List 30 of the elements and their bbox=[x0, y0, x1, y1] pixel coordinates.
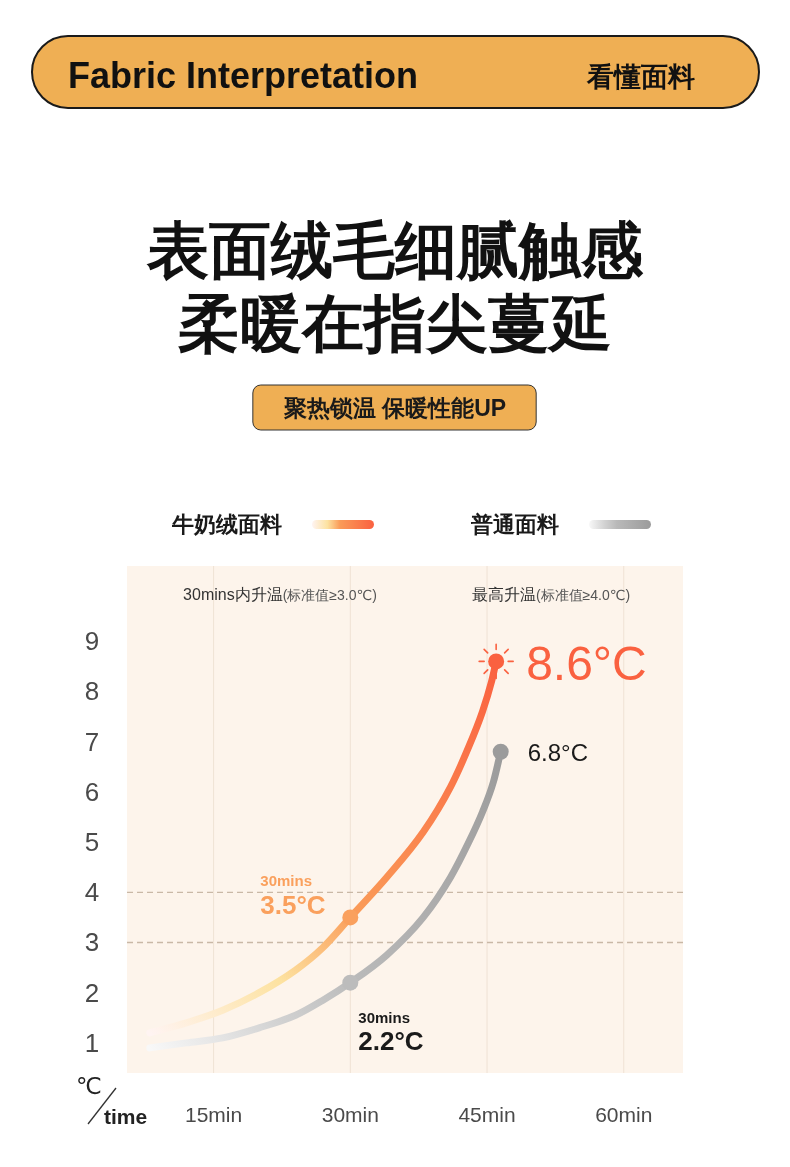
x-tick-label: 45min bbox=[458, 1103, 516, 1126]
x-tick-label: 60min bbox=[595, 1103, 653, 1126]
y-tick-label: 8 bbox=[84, 676, 100, 707]
y-axis-title: ℃ bbox=[76, 1073, 102, 1099]
annotation: 8.6°C bbox=[526, 637, 647, 691]
y-tick-label: 4 bbox=[84, 877, 100, 908]
legend-label: 牛奶绒面料 bbox=[171, 512, 282, 537]
text: 看懂面料 bbox=[586, 62, 695, 92]
y-tick-label: 2 bbox=[84, 977, 100, 1008]
annotation: 30mins 3.5°C bbox=[260, 872, 326, 921]
point bbox=[488, 653, 505, 670]
point bbox=[342, 974, 359, 991]
y-tick-label: 7 bbox=[84, 726, 100, 757]
y-tick-label: 3 bbox=[84, 927, 100, 958]
x-axis-title: time bbox=[104, 1105, 148, 1128]
chart-subtitle: 聚热锁温 保暖性能UP bbox=[282, 395, 507, 421]
text: Fabric Interpretation bbox=[68, 55, 419, 96]
y-tick-label: 9 bbox=[84, 626, 100, 657]
x-tick-label: 30min bbox=[321, 1103, 379, 1126]
annotation: 最高升温(标准值≥4.0℃) bbox=[471, 586, 631, 603]
annotation: 30mins内升温(标准值≥3.0℃) bbox=[183, 586, 377, 603]
y-tick-label: 6 bbox=[84, 776, 100, 807]
y-tick-label: 1 bbox=[84, 1027, 100, 1058]
y-tick-label: 5 bbox=[84, 827, 100, 858]
x-tick-label: 15min bbox=[184, 1103, 243, 1126]
annotation: 30mins 2.2°C bbox=[358, 1008, 424, 1056]
legend-label: 普通面料 bbox=[470, 512, 559, 537]
point bbox=[492, 743, 509, 760]
annotation: 6.8°C bbox=[527, 738, 588, 766]
chart-title: 表面绒毛细腻触感柔暖在指尖蔓延 bbox=[146, 215, 644, 360]
